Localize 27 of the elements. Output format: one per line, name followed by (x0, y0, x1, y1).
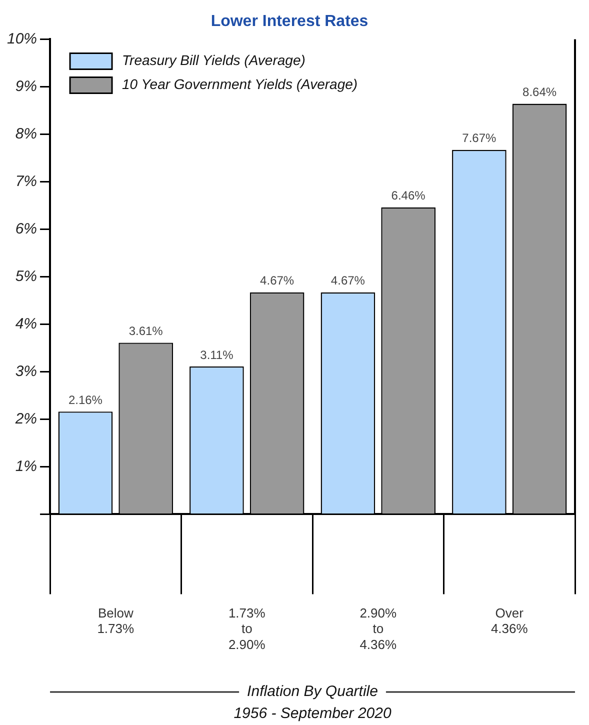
y-tick-label: 7% (15, 172, 38, 190)
y-tick-label: 2% (14, 410, 38, 428)
y-tick-label: 1% (15, 458, 38, 475)
data-label: 3.11% (200, 348, 234, 362)
x-tick-label: Below 1.73% (97, 606, 135, 636)
y-tick-label: 9% (15, 78, 38, 95)
legend-label: 10 Year Government Yields (Average) (122, 76, 358, 92)
chart-title: Lower Interest Rates (210, 13, 368, 30)
x-tick-label: 1.73% to 2.90% (228, 606, 266, 652)
x-tick-label: 2.90% to 4.36% (360, 606, 397, 652)
data-label: 3.61% (128, 324, 164, 338)
y-tick-label: 5% (15, 268, 38, 285)
data-label: 4.67% (260, 274, 294, 288)
text: 1956 - September 2020 (234, 705, 392, 722)
y-tick-label: 10% (6, 30, 38, 48)
y-tick-label: 6% (15, 220, 38, 238)
data-label: 4.67% (330, 274, 366, 288)
data-label: 6.46% (391, 188, 426, 203)
y-tick-label: 4% (15, 315, 38, 332)
x-tick-label: Over 4.36% (490, 606, 528, 636)
legend-label: Treasury Bill Yields (Average) (122, 52, 306, 68)
data-label: 7.67% (462, 131, 497, 146)
y-tick-label: 3% (15, 362, 38, 380)
data-label: 8.64% (522, 85, 557, 100)
x-axis-title: Inflation By Quartile (247, 683, 378, 700)
data-label: 2.16% (68, 392, 103, 407)
y-tick-label: 8% (15, 125, 38, 142)
